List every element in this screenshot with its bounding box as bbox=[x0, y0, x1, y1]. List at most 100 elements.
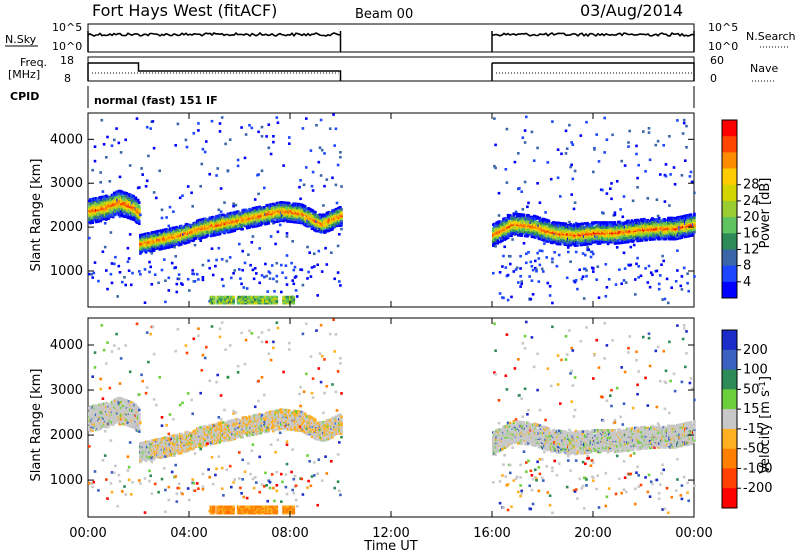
power-cell bbox=[251, 296, 254, 299]
power-cell bbox=[199, 185, 202, 188]
nsky-tick-bottom: 10^0 bbox=[52, 40, 82, 53]
power-cell bbox=[101, 119, 104, 122]
power-cell bbox=[539, 264, 542, 267]
power-cell bbox=[570, 193, 573, 196]
power-cell bbox=[168, 289, 171, 292]
power-cell bbox=[226, 260, 229, 263]
power-cell bbox=[194, 244, 197, 247]
power-cell bbox=[232, 205, 235, 208]
power-cell bbox=[280, 264, 283, 267]
power-cell bbox=[620, 160, 623, 163]
power-cell bbox=[636, 186, 639, 189]
power-cell bbox=[272, 278, 275, 281]
power-cell bbox=[582, 275, 585, 278]
power-cell bbox=[126, 192, 129, 195]
power-cell bbox=[492, 272, 495, 275]
power-cell bbox=[266, 204, 269, 207]
power-cell bbox=[530, 298, 533, 301]
power-cell bbox=[158, 170, 161, 173]
power-cell bbox=[562, 239, 565, 242]
power-cell bbox=[315, 230, 318, 233]
power-cell bbox=[318, 250, 321, 253]
power-cell bbox=[549, 294, 552, 297]
nave-label: Nave bbox=[750, 62, 778, 75]
power-cell bbox=[288, 202, 291, 205]
freq-tick-bottom: 8 bbox=[64, 72, 71, 85]
power-cell bbox=[305, 117, 308, 120]
power-cell bbox=[636, 177, 639, 180]
power-cell bbox=[265, 135, 268, 138]
power-cell bbox=[223, 201, 226, 204]
power-cell bbox=[636, 219, 639, 222]
power-cell bbox=[298, 186, 301, 189]
power-cell bbox=[634, 293, 637, 296]
power-cell bbox=[138, 270, 141, 273]
power-cell bbox=[202, 276, 205, 279]
power-cell bbox=[527, 202, 530, 205]
power-cell bbox=[339, 156, 342, 159]
power-cell bbox=[94, 145, 97, 148]
power-cell bbox=[616, 180, 619, 183]
power-cell bbox=[269, 277, 272, 280]
power-cell bbox=[520, 190, 523, 193]
power-cell bbox=[193, 132, 196, 135]
power-cell bbox=[595, 133, 598, 136]
power-cell bbox=[321, 149, 324, 152]
power-cell bbox=[276, 275, 279, 278]
power-cell bbox=[220, 296, 223, 299]
power-cell bbox=[148, 271, 151, 274]
power-cell bbox=[605, 263, 608, 266]
power-cell bbox=[312, 171, 315, 174]
power-cell bbox=[575, 251, 578, 254]
power-cell bbox=[164, 279, 167, 282]
power-cell bbox=[232, 296, 235, 299]
power-cell bbox=[146, 249, 149, 252]
power-cell bbox=[299, 198, 302, 201]
power-cell bbox=[94, 261, 97, 264]
power-cell bbox=[263, 276, 266, 279]
power-cell bbox=[102, 250, 105, 253]
power-cell bbox=[565, 223, 568, 226]
power-cell bbox=[532, 293, 535, 296]
power-cell bbox=[144, 301, 147, 304]
power-cell bbox=[531, 236, 534, 239]
power-cell bbox=[237, 165, 240, 168]
power-cell bbox=[519, 255, 522, 258]
power-cell bbox=[174, 144, 177, 147]
power-cell bbox=[618, 268, 621, 271]
power-cell bbox=[244, 157, 247, 160]
power-cell bbox=[276, 262, 279, 265]
power-cell bbox=[178, 278, 181, 281]
power-cell bbox=[258, 282, 261, 285]
power-cell bbox=[173, 246, 176, 249]
power-cell bbox=[240, 126, 243, 129]
power-cell bbox=[570, 141, 573, 144]
power-cell bbox=[562, 222, 565, 225]
power-cell bbox=[306, 277, 309, 280]
power-cell bbox=[313, 253, 316, 256]
power-cell bbox=[592, 171, 595, 174]
power-cell bbox=[523, 242, 526, 245]
power-cell bbox=[114, 256, 117, 259]
power-cell bbox=[124, 284, 127, 287]
power-cell bbox=[636, 257, 639, 260]
power-cell bbox=[585, 269, 588, 272]
power-cell bbox=[549, 285, 552, 288]
power-cell bbox=[547, 161, 550, 164]
power-cell bbox=[272, 135, 275, 138]
power-cell bbox=[593, 148, 596, 151]
power-cell bbox=[307, 271, 310, 274]
power-cell bbox=[138, 222, 141, 225]
power-cell bbox=[552, 221, 555, 224]
power-cell bbox=[580, 134, 583, 137]
power-cell bbox=[285, 277, 288, 280]
nsky-line bbox=[88, 33, 340, 36]
power-cell bbox=[248, 124, 251, 127]
power-cell bbox=[583, 297, 586, 300]
power-cell bbox=[246, 210, 249, 213]
power-cell bbox=[503, 246, 506, 249]
nave-tick-bottom: 0 bbox=[710, 72, 717, 85]
power-cell bbox=[592, 270, 595, 273]
power-cell bbox=[276, 296, 279, 299]
